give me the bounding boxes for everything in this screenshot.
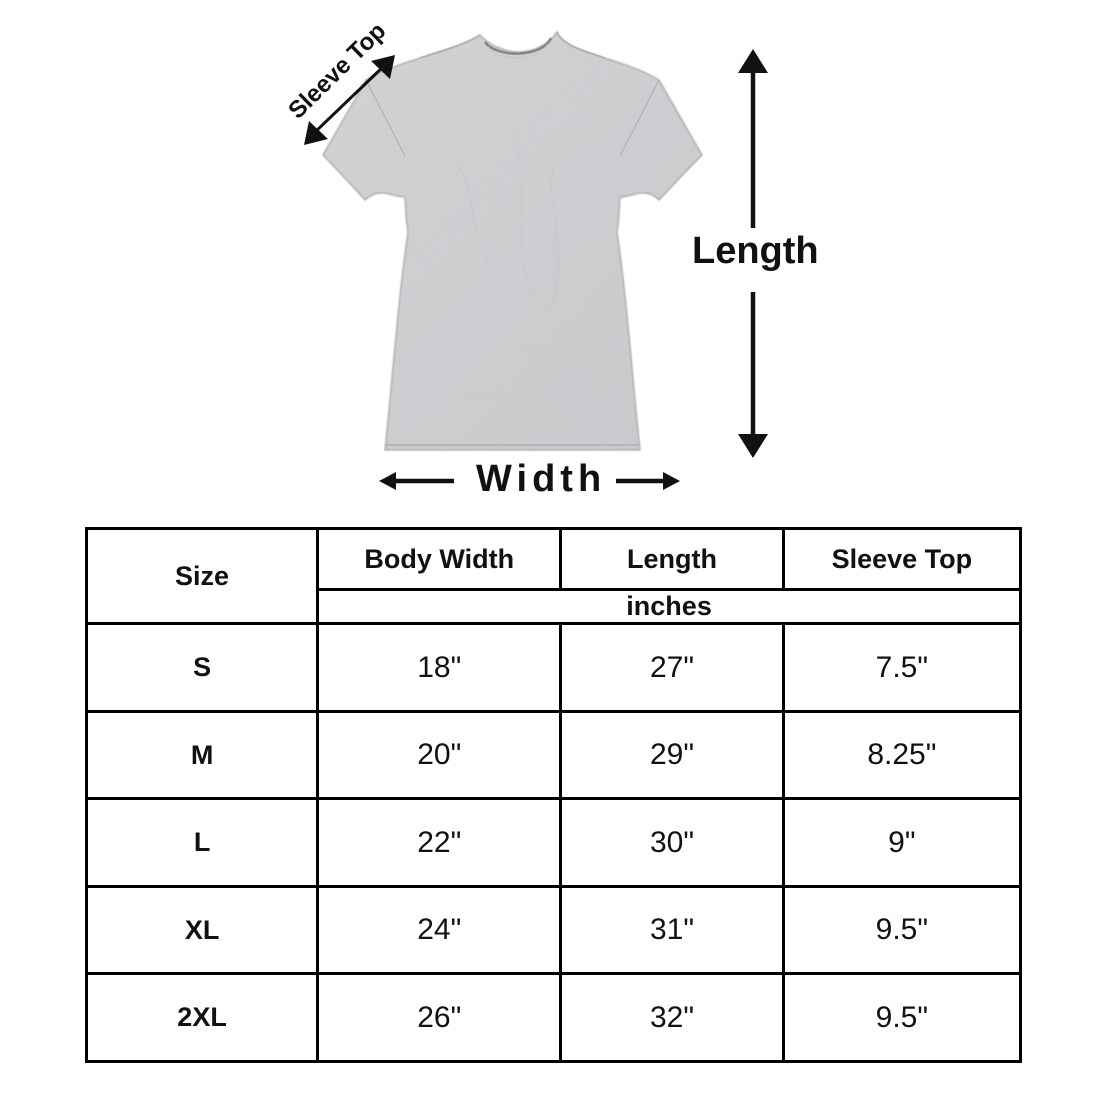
- svg-text:Length: Length: [692, 230, 819, 272]
- svg-text:Width: Width: [476, 458, 606, 500]
